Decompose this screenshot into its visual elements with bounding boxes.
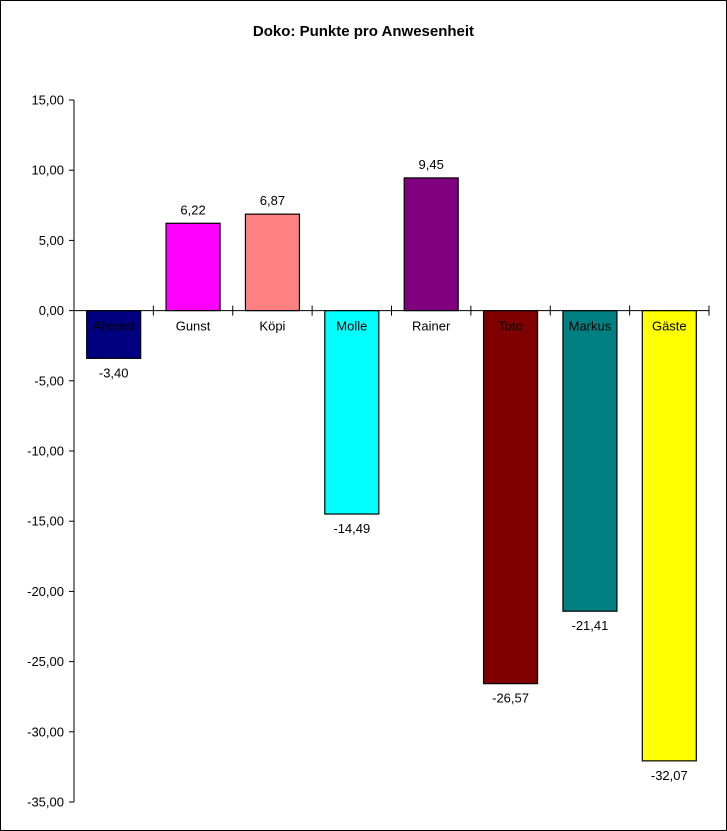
category-label: Ahmed bbox=[93, 319, 134, 334]
data-label: -26,57 bbox=[492, 691, 529, 706]
y-tick-label: 15,00 bbox=[31, 93, 64, 108]
chart-title: Doko: Punkte pro Anwesenheit bbox=[252, 23, 475, 40]
y-tick-label: 5,00 bbox=[39, 233, 64, 248]
bar bbox=[165, 222, 221, 312]
category-label: Gäste bbox=[652, 319, 687, 334]
category-label: Köpi bbox=[259, 319, 285, 334]
bar bbox=[562, 310, 618, 612]
y-tick-label: -10,00 bbox=[27, 444, 64, 459]
data-label: -32,07 bbox=[651, 768, 688, 783]
data-label: 9,45 bbox=[419, 157, 444, 172]
bar bbox=[641, 310, 697, 762]
y-tick-label: 0,00 bbox=[39, 303, 64, 318]
data-label: -3,40 bbox=[99, 365, 129, 380]
category-label: Markus bbox=[569, 319, 612, 334]
category-label: Molle bbox=[336, 319, 367, 334]
y-tick-label: -35,00 bbox=[27, 795, 64, 810]
bar bbox=[482, 310, 539, 685]
bar bbox=[403, 177, 459, 312]
category-label: Toto bbox=[498, 319, 523, 334]
y-tick-label: -25,00 bbox=[27, 654, 64, 669]
y-tick-label: -5,00 bbox=[34, 373, 64, 388]
bar bbox=[324, 310, 380, 515]
data-label: 6,22 bbox=[180, 202, 205, 217]
y-tick-label: 10,00 bbox=[31, 163, 64, 178]
y-tick-label: -20,00 bbox=[27, 584, 64, 599]
data-label: -14,49 bbox=[333, 521, 370, 536]
category-label: Gunst bbox=[176, 319, 211, 334]
y-tick-label: -15,00 bbox=[27, 514, 64, 529]
data-label: 6,87 bbox=[260, 193, 285, 208]
category-label: Rainer bbox=[412, 319, 451, 334]
y-tick-label: -30,00 bbox=[27, 724, 64, 739]
bar bbox=[244, 213, 301, 312]
data-label: -21,41 bbox=[572, 618, 609, 633]
